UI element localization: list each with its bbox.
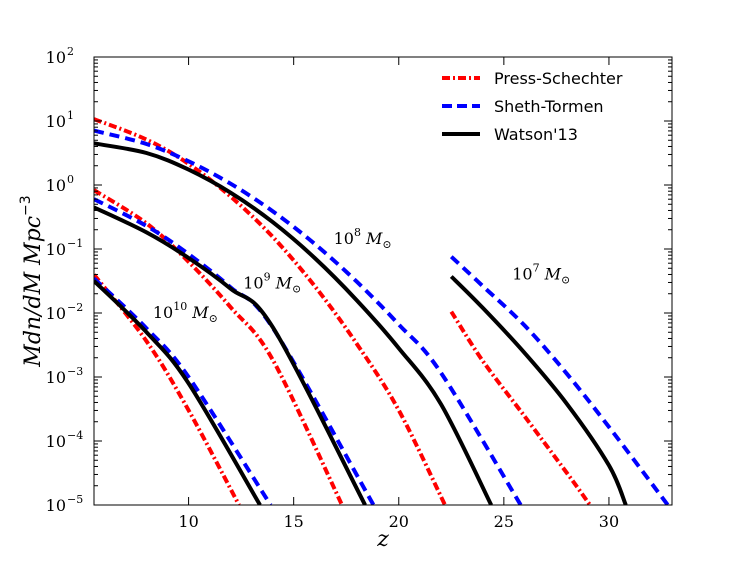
- mass-annotation-m8: 108 M⊙: [334, 226, 392, 251]
- y-tick-base: 10: [46, 112, 66, 131]
- y-tick-label: 10: [46, 240, 66, 259]
- y-tick-label: 10: [46, 112, 66, 131]
- annot-subscript: ⊙: [382, 238, 391, 251]
- y-tick-exponent: −2: [67, 301, 83, 314]
- annot-subscript: ⊙: [561, 274, 570, 287]
- y-tick-label: 10: [46, 496, 66, 515]
- series-layer: [94, 117, 670, 505]
- y-tick-exponent: 0: [67, 173, 74, 186]
- y-tick-base: 10: [46, 240, 66, 259]
- series-line-sheth-tormen-10e8: [94, 128, 523, 505]
- y-tick-base: 10: [46, 496, 66, 515]
- legend-label-sheth-tormen: Sheth-Tormen: [494, 97, 604, 116]
- annot-base: 10: [512, 265, 532, 284]
- series-line-press-schechter-10e9: [94, 188, 344, 505]
- y-tick-label: 10: [46, 176, 66, 195]
- annot-exponent: 8: [354, 226, 361, 239]
- x-tick-label: 25: [494, 512, 514, 531]
- series-line-press-schechter-10e7: [449, 310, 592, 505]
- plot-frame: [93, 56, 673, 506]
- x-tick-label: 20: [389, 512, 409, 531]
- y-tick-base: 10: [46, 432, 66, 451]
- x-tick-label: 15: [283, 512, 303, 531]
- mass-annotation-m9: 109 M⊙: [243, 271, 301, 296]
- annot-base: 10: [153, 303, 173, 322]
- y-tick-exponent: 1: [67, 109, 74, 122]
- legend: Press-Schechter Sheth-Tormen Watson'13: [442, 69, 623, 144]
- series-line-watson-13-10e10: [94, 279, 262, 505]
- series-line-sheth-tormen-10e7: [449, 255, 670, 505]
- annotation-layer: 1010 M⊙109 M⊙108 M⊙107 M⊙: [153, 226, 570, 325]
- y-tick-base: 10: [46, 176, 66, 195]
- x-tick-label: 30: [599, 512, 619, 531]
- y-tick-exponent: −1: [67, 237, 83, 250]
- annot-unit: M: [544, 265, 562, 284]
- y-axis-label: Mdn/dM Mpc−3: [18, 195, 46, 367]
- annot-subscript: ⊙: [209, 312, 218, 325]
- mass-annotation-m10: 1010 M⊙: [153, 300, 218, 325]
- plot-background: [94, 57, 672, 505]
- series-line-watson-13-10e9: [94, 205, 367, 505]
- annot-unit: M: [191, 303, 209, 322]
- y-tick-exponent: 2: [67, 45, 74, 58]
- annot-base: 10: [334, 229, 354, 248]
- y-tick-base: 10: [46, 48, 66, 67]
- y-tick-label: 10: [46, 432, 66, 451]
- y-tick-label: 10: [46, 304, 66, 323]
- y-tick-base: 10: [46, 304, 66, 323]
- y-tick-exponent: −4: [67, 429, 83, 442]
- annot-exponent: 10: [173, 300, 187, 313]
- y-tick-exponent: −3: [67, 365, 83, 378]
- annot-unit: M: [275, 274, 293, 293]
- y-tick-exponent: −5: [67, 493, 83, 506]
- legend-label-watson13: Watson'13: [494, 125, 578, 144]
- annot-subscript: ⊙: [292, 283, 301, 296]
- series-line-sheth-tormen-10e10: [94, 276, 273, 505]
- x-axis-label: z: [376, 527, 389, 552]
- y-tick-label: 10: [46, 48, 66, 67]
- mass-annotation-m7: 107 M⊙: [512, 262, 570, 287]
- series-line-watson-13-10e7: [449, 275, 628, 505]
- annot-unit: M: [365, 229, 383, 248]
- x-tick-label: 10: [178, 512, 198, 531]
- y-tick-base: 10: [46, 368, 66, 387]
- series-line-watson-13-10e8: [94, 141, 493, 505]
- y-tick-label: 10: [46, 368, 66, 387]
- y-axis-label-main: Mdn/dM Mpc: [21, 216, 46, 368]
- legend-label-press-schechter: Press-Schechter: [494, 69, 623, 88]
- annot-base: 10: [243, 274, 263, 293]
- y-axis-label-exponent: −3: [18, 195, 34, 216]
- annot-exponent: 7: [533, 262, 540, 275]
- annot-exponent: 9: [264, 271, 271, 284]
